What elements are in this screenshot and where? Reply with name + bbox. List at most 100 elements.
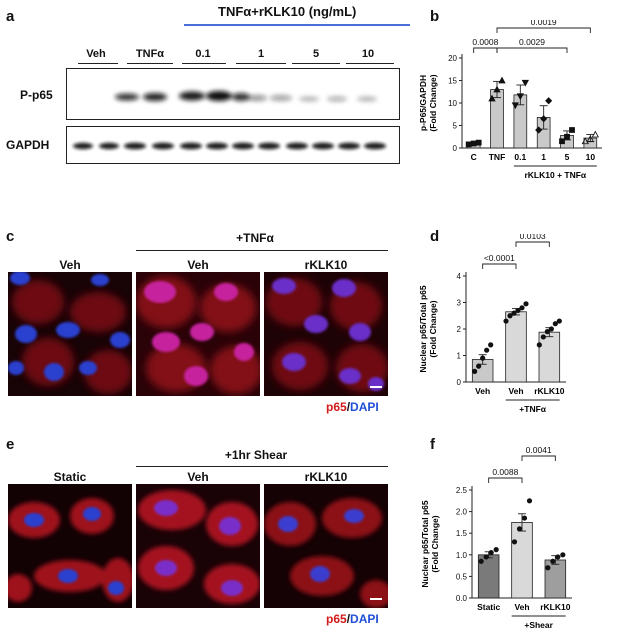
- data-point: [488, 94, 496, 102]
- data-point: [515, 307, 521, 314]
- blot-header-group: TNFα+rKLK10 (ng/mL): [218, 4, 357, 19]
- chart-svg: 0.0 0.5 1.0 1.5 2.0 2.5 Nuclear p65/Total p65(…: [420, 445, 572, 630]
- group-label: rKLK10 + TNFα: [524, 170, 586, 180]
- micro-c-title-veh: Veh: [59, 258, 81, 272]
- x-tick-label: TNF: [489, 152, 506, 162]
- lane-label-veh: Veh: [86, 48, 106, 60]
- chart-svg: 0 1 2 3 4 Nuclear p65/Total p65 (Fold Change) V…: [418, 231, 566, 414]
- y-tick-label: 2.0: [456, 508, 468, 517]
- comparison-bracket: [521, 455, 556, 461]
- stain-legend-separator: /: [346, 612, 351, 626]
- micro-c-title-tnf-veh: Veh: [187, 258, 209, 272]
- data-point: [519, 305, 525, 311]
- data-point: [470, 140, 477, 147]
- micro-e-group-line: [136, 466, 388, 468]
- x-tick-label: 0.1: [514, 152, 526, 162]
- micro-c-group-line: [136, 250, 388, 252]
- data-point: [545, 97, 553, 105]
- lane-underline: [78, 63, 118, 64]
- comparison-bracket: [496, 47, 568, 53]
- data-point: [480, 355, 486, 361]
- p-value-label: 0.0103: [520, 234, 546, 241]
- lane-underline: [182, 63, 226, 64]
- blot-strip-gapdh: [66, 126, 400, 164]
- data-point: [483, 554, 489, 560]
- y-axis-label: p-P65/GAPDH: [418, 75, 428, 131]
- data-point: [552, 321, 558, 327]
- data-point: [507, 313, 513, 319]
- lane-label-1: 1: [257, 48, 265, 60]
- micro-e-stain-legend: p65/DAPI: [326, 612, 379, 626]
- x-tick-label: rKLK10: [534, 386, 565, 396]
- y-tick-label: 3: [457, 299, 462, 308]
- data-point: [591, 130, 600, 138]
- data-point: [493, 85, 501, 93]
- chart-b: 0 5 10 15 20 p-P65/GAPDH (Fold Change) C TNF 0.1 1…: [414, 17, 614, 200]
- y-axis-label-units: (Fold Change): [428, 74, 438, 131]
- data-point: [569, 127, 575, 133]
- x-tick-label: Veh: [475, 386, 490, 396]
- y-tick-label: 20: [448, 54, 457, 63]
- data-point: [586, 135, 595, 142]
- data-point: [484, 347, 490, 353]
- micro-e-image-shear-veh: [136, 484, 260, 608]
- x-tick-label: 5: [565, 152, 570, 162]
- data-point: [523, 301, 529, 307]
- y-tick-label: 4: [457, 272, 462, 281]
- x-tick-label: Static: [477, 602, 500, 612]
- micro-c-image-tnf-rklk10: [264, 272, 388, 396]
- data-point: [511, 539, 518, 545]
- blot-bands-pp65: [115, 91, 377, 102]
- stain-legend-separator: /: [346, 400, 351, 414]
- y-tick-label: 0: [453, 144, 458, 153]
- x-tick-label: 10: [586, 152, 596, 162]
- lane-underline: [127, 63, 173, 64]
- data-point: [498, 76, 506, 84]
- data-point: [545, 565, 551, 571]
- data-point: [555, 554, 561, 560]
- data-point: [488, 342, 494, 348]
- micro-c-stain-legend: p65/DAPI: [326, 400, 379, 414]
- stain-legend-p65: p65: [326, 612, 347, 626]
- group-label: +Shear: [524, 620, 553, 630]
- micro-e-title-shear-veh: Veh: [187, 470, 209, 484]
- data-point: [548, 326, 554, 332]
- x-tick-label: Veh: [514, 602, 529, 612]
- p-value-label: 0.0088: [492, 467, 518, 477]
- data-point: [560, 552, 566, 558]
- comparison-bracket: [515, 241, 550, 247]
- blot-row-label-pp65: P-p65: [20, 88, 53, 102]
- y-tick-label: 10: [448, 99, 457, 108]
- p-value-label: 0.0019: [531, 20, 557, 27]
- scale-bar: [370, 598, 382, 600]
- p-value-label: 0.0008: [472, 37, 498, 47]
- lane-underline: [292, 63, 340, 64]
- lane-underline: [236, 63, 286, 64]
- lane-label-tnfa: TNFα: [135, 48, 165, 60]
- x-tick-label: rKLK10: [540, 602, 571, 612]
- data-point: [475, 139, 482, 146]
- data-point: [511, 102, 520, 110]
- micro-e-group-label: +1hr Shear: [224, 448, 288, 462]
- data-point: [564, 133, 570, 140]
- data-point: [465, 141, 472, 148]
- y-tick-label: 1.0: [456, 551, 468, 560]
- panel-letter-f: f: [430, 436, 435, 453]
- x-tick-label: 1: [541, 152, 546, 162]
- y-tick-label: 2.5: [456, 486, 468, 495]
- bar: [538, 331, 561, 383]
- comparison-bracket: [473, 47, 498, 53]
- blot-row-label-gapdh: GAPDH: [6, 138, 50, 152]
- data-point: [511, 310, 517, 316]
- data-point: [556, 318, 562, 324]
- comparison-bracket: [482, 263, 517, 269]
- x-tick-label: C: [471, 152, 477, 162]
- comparison-bracket: [488, 477, 523, 483]
- data-point: [493, 547, 499, 553]
- y-tick-label: 0: [457, 378, 462, 387]
- y-tick-label: 1: [457, 352, 462, 361]
- micro-c-group-label: +TNFα: [236, 231, 274, 245]
- lane-label-5: 5: [312, 48, 320, 60]
- data-point: [535, 126, 543, 134]
- p-value-label: 0.0041: [526, 445, 552, 455]
